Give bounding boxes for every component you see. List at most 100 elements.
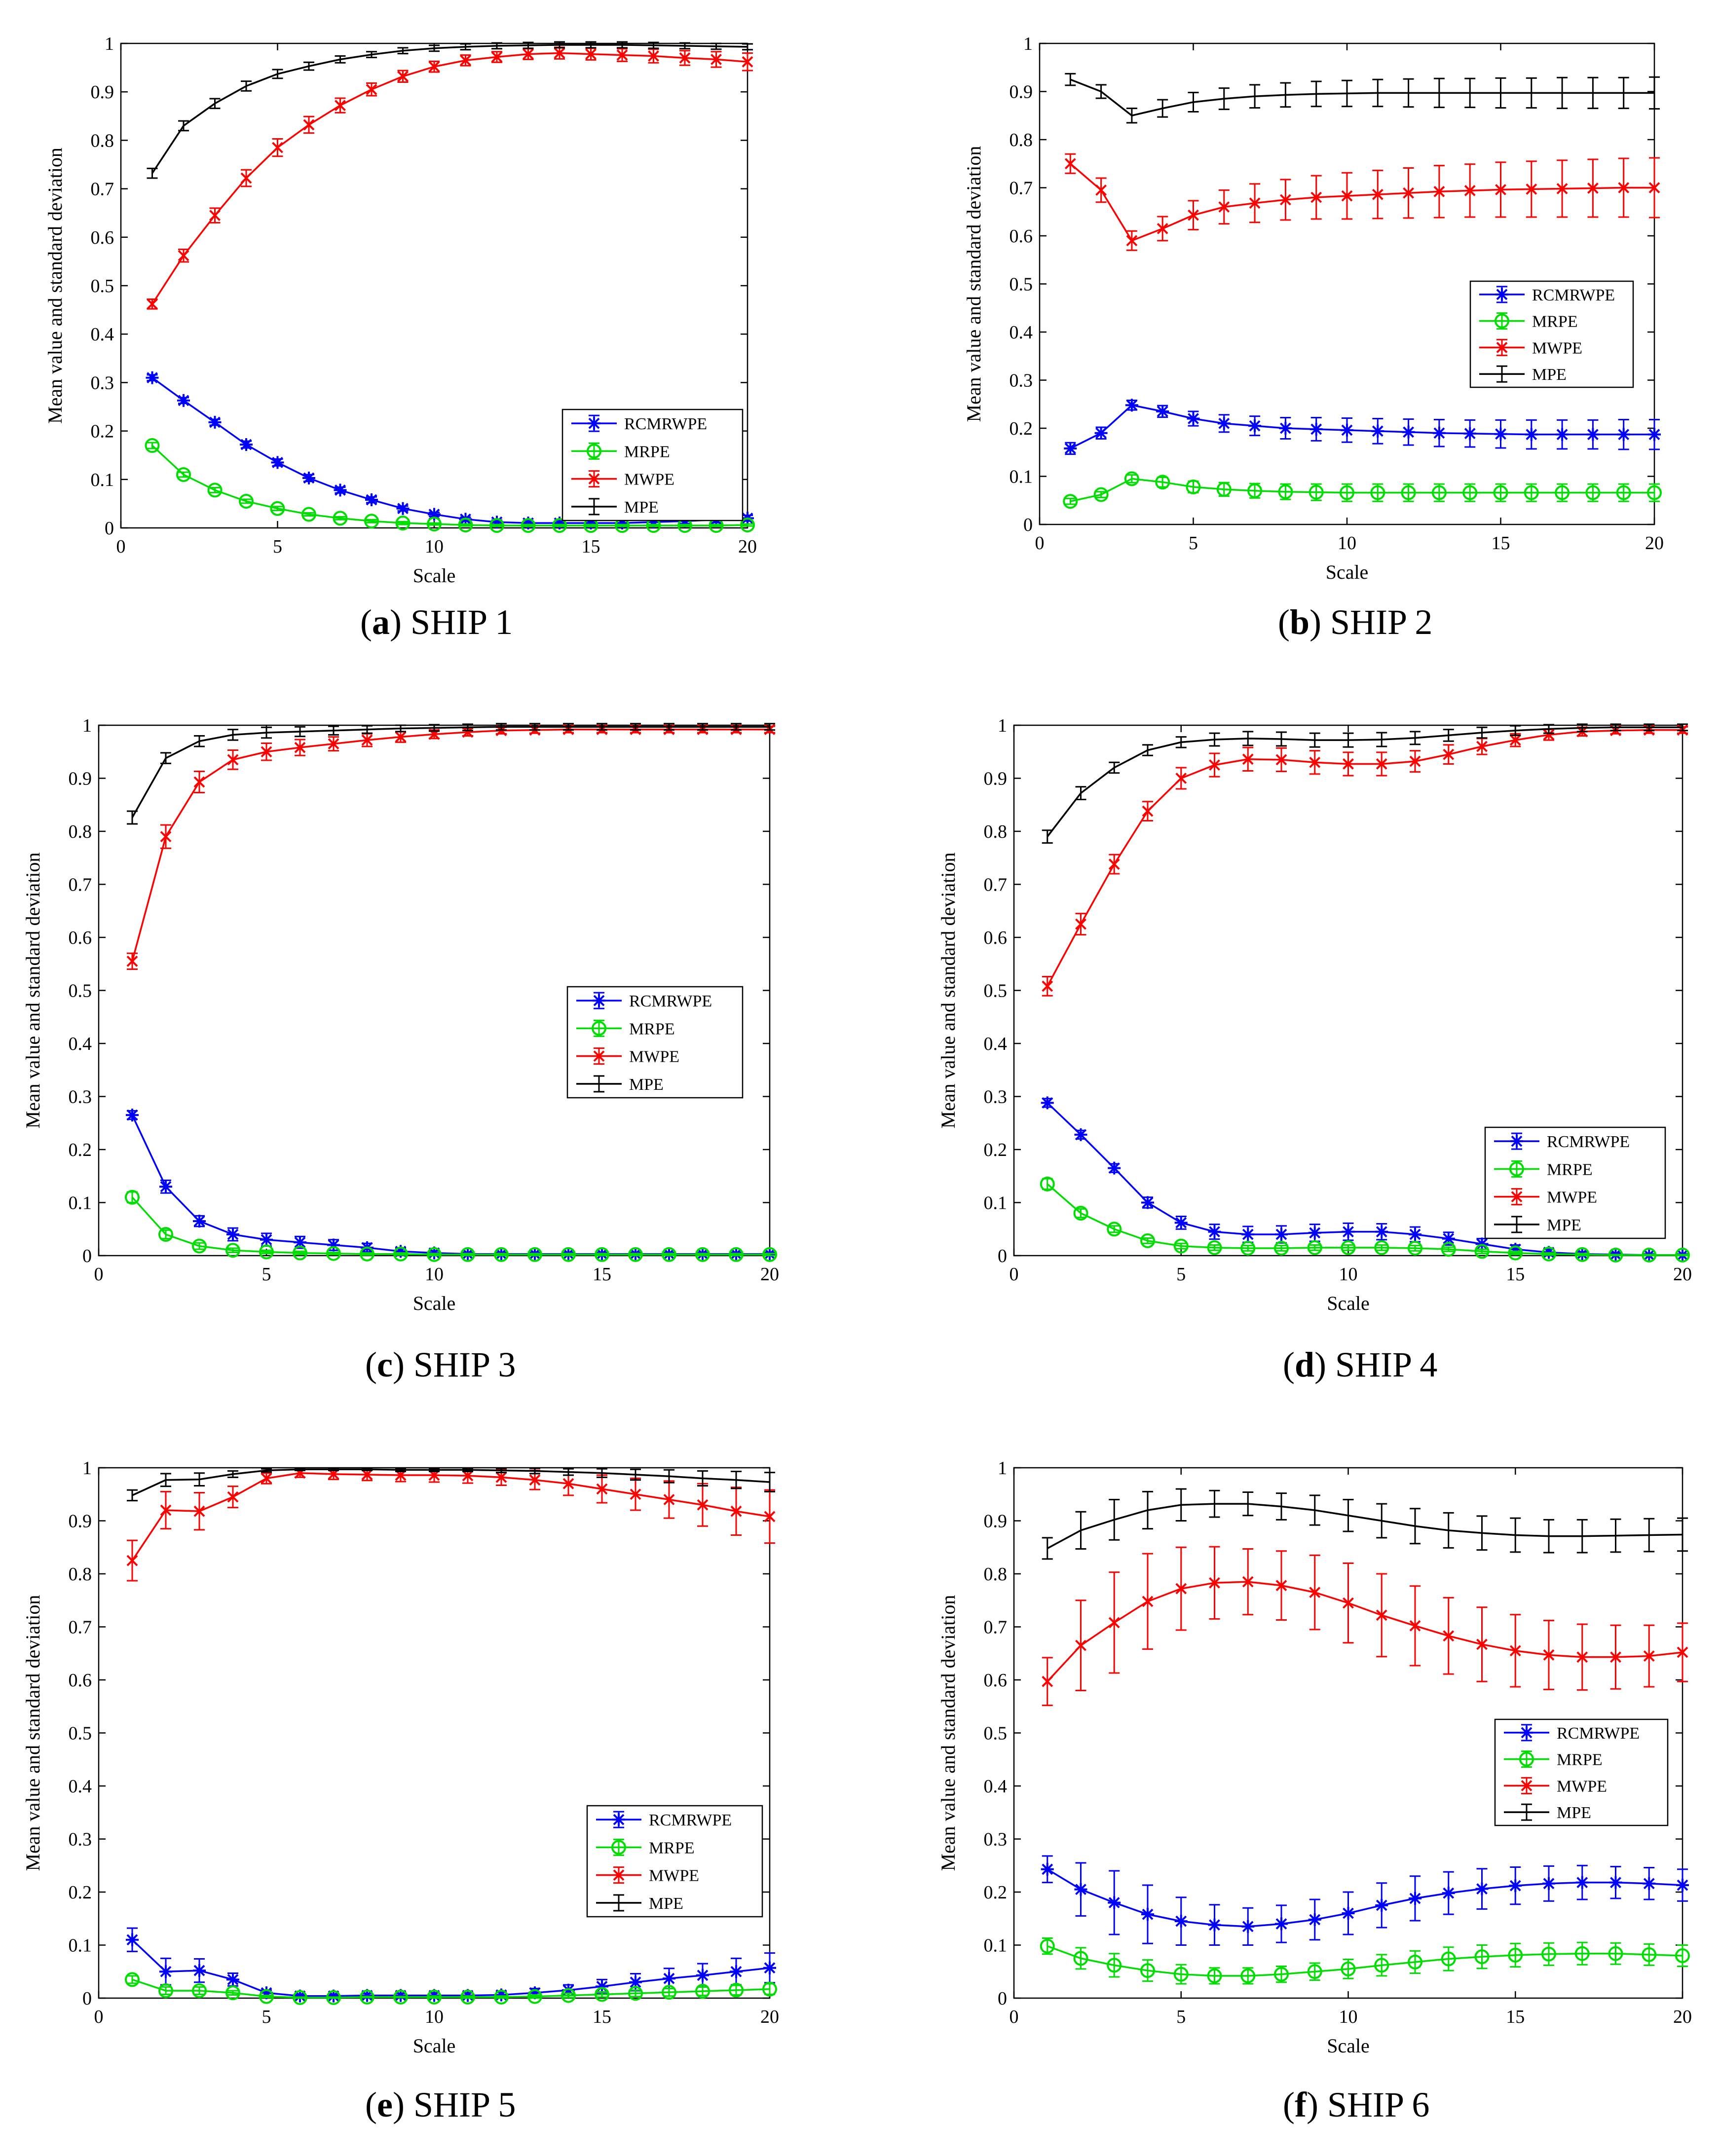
x-tick-label: 0 <box>1010 1264 1019 1285</box>
data-point <box>1575 1876 1589 1889</box>
data-point <box>1376 1609 1387 1621</box>
error-bar <box>664 1988 674 1997</box>
caption-paren-close: ) <box>390 602 411 642</box>
error-bar <box>710 523 722 527</box>
data-point <box>1074 1128 1087 1141</box>
data-point <box>239 493 254 509</box>
error-bar <box>1610 1518 1621 1553</box>
error-bar <box>1242 1245 1254 1252</box>
data-point <box>1371 424 1384 438</box>
caption-text: SHIP 6 <box>1327 2085 1429 2124</box>
error-bar <box>397 520 409 525</box>
plot-area <box>98 1467 771 1999</box>
data-point <box>1643 1877 1656 1890</box>
legend-marker <box>1510 1135 1523 1148</box>
error-bar <box>1677 1517 1688 1552</box>
y-axis-label: Mean value and standard deviation <box>44 148 66 424</box>
data-point <box>1442 1232 1455 1245</box>
data-point <box>730 1505 742 1517</box>
error-bar <box>1309 732 1320 748</box>
legend: RCMRWPE MRPE MWPE MPE <box>586 1805 763 1918</box>
data-point <box>1409 755 1421 767</box>
data-point <box>523 48 534 60</box>
data-point <box>1240 1240 1256 1256</box>
legend-label-rcmrwpe: RCMRWPE <box>649 1811 732 1829</box>
caption-letter: c <box>377 1345 393 1384</box>
data-point <box>395 516 411 531</box>
data-point <box>428 508 441 521</box>
data-point <box>1556 428 1569 441</box>
y-tick-label: 0.5 <box>984 1723 1008 1744</box>
error-bar <box>397 47 409 55</box>
error-bar <box>630 723 641 731</box>
error-bar <box>1109 761 1120 774</box>
x-tick-label: 5 <box>1176 1264 1186 1285</box>
data-point <box>1343 1597 1354 1609</box>
data-point <box>260 1233 273 1246</box>
error-bar <box>362 1467 373 1471</box>
data-point <box>1249 197 1261 209</box>
data-point <box>1125 399 1138 412</box>
data-point <box>460 1989 475 2005</box>
error-bar <box>1543 1519 1554 1554</box>
y-tick-label: 0.4 <box>69 1776 92 1797</box>
data-point <box>1142 1596 1154 1607</box>
data-point <box>562 1983 575 1997</box>
data-point <box>1585 485 1601 500</box>
error-bar <box>1476 726 1488 739</box>
error-bar <box>194 1242 205 1250</box>
error-bar <box>764 723 775 731</box>
error-bar <box>597 723 607 731</box>
y-tick-label: 0 <box>105 518 114 539</box>
data-point <box>1556 183 1568 194</box>
y-tick-label: 1 <box>105 34 114 54</box>
data-point <box>361 1469 373 1481</box>
legend-errorbar <box>594 1019 604 1037</box>
data-point <box>595 1987 609 2002</box>
error-bar <box>261 1995 272 1999</box>
legend-label-mrpe: MRPE <box>1532 313 1578 331</box>
error-bar <box>395 1996 406 1999</box>
data-point <box>1307 1964 1322 1979</box>
data-point <box>125 1190 140 1205</box>
error-bar <box>1443 1512 1454 1549</box>
data-point <box>176 467 191 482</box>
error-bar <box>1209 1244 1220 1251</box>
data-point <box>126 1109 139 1122</box>
error-bar <box>362 1996 373 1999</box>
error-bar <box>1065 73 1076 86</box>
chart-panel-c: 0 5 10 15 20 0 0.1 0.2 0.3 0.4 0.5 0.6 0.7 0.8 0.9 1 Sca… <box>22 715 779 1384</box>
error-bar <box>1065 497 1076 505</box>
x-axis-label: Scale <box>1327 1292 1370 1314</box>
error-bar <box>1095 84 1107 99</box>
data-point <box>1309 756 1321 768</box>
data-point <box>302 471 315 484</box>
error-bar <box>328 725 339 736</box>
error-bar <box>1618 76 1629 110</box>
error-bar <box>597 1991 607 1998</box>
legend-marker <box>1511 1191 1523 1203</box>
data-point <box>226 1228 239 1241</box>
data-point <box>158 1227 173 1242</box>
error-bar <box>1126 108 1137 124</box>
y-tick-label: 0.1 <box>91 470 114 490</box>
series-mpe <box>1042 1488 1688 1560</box>
data-point <box>490 516 503 529</box>
error-bar <box>1342 79 1352 108</box>
error-bar <box>1644 1254 1655 1257</box>
error-bar <box>585 41 597 49</box>
data-point <box>1308 1226 1321 1239</box>
legend-marker <box>1496 341 1508 353</box>
data-point <box>1307 1240 1322 1255</box>
data-point <box>1155 475 1170 490</box>
error-bar <box>697 1470 708 1487</box>
y-tick-label: 0.7 <box>984 1617 1008 1638</box>
y-tick-label: 1 <box>82 1458 92 1479</box>
legend-label-mpe: MPE <box>629 1076 664 1094</box>
x-tick-label: 0 <box>1035 533 1045 554</box>
legend-box <box>1494 1718 1669 1826</box>
error-bar <box>272 69 283 79</box>
y-tick-label: 1 <box>1023 34 1033 54</box>
y-tick-label: 1 <box>998 715 1007 736</box>
legend-label-mrpe: MRPE <box>1557 1751 1603 1769</box>
